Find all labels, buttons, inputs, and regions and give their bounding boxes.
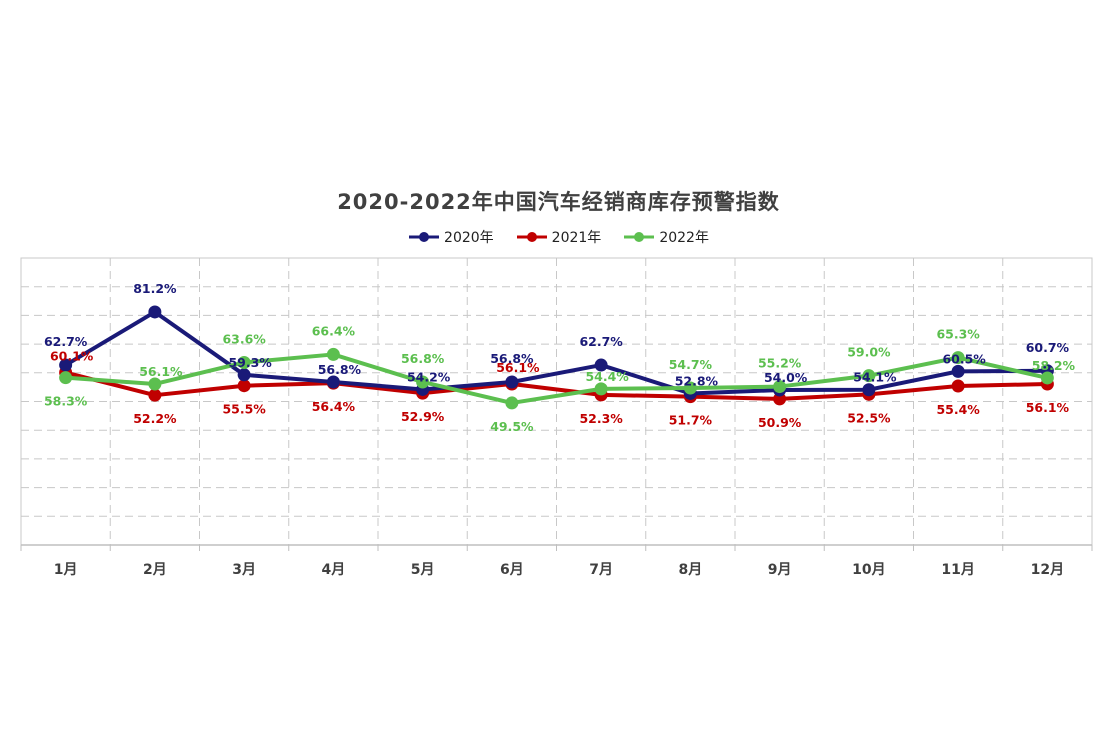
data-label: 50.9%	[758, 415, 802, 430]
data-label: 59.3%	[228, 355, 272, 370]
series-point	[505, 375, 519, 389]
data-label: 66.4%	[312, 323, 356, 338]
x-tick-label: 6月	[500, 562, 524, 578]
series-point	[148, 305, 162, 319]
data-label: 54.4%	[585, 369, 629, 384]
series-point	[951, 364, 965, 378]
x-tick-label: 12月	[1031, 562, 1064, 578]
legend-label-2022: 2022年	[659, 230, 709, 246]
legend-item-2020: 2020年	[408, 227, 494, 247]
data-label: 55.2%	[758, 356, 802, 371]
series-point	[594, 358, 608, 372]
legend-item-2022: 2022年	[623, 227, 709, 247]
series-point	[773, 380, 787, 394]
data-label: 52.2%	[133, 411, 177, 426]
x-tick-label: 11月	[941, 562, 974, 578]
x-tick-label: 3月	[232, 562, 256, 578]
x-tick-label: 7月	[589, 562, 613, 578]
data-label: 56.1%	[139, 364, 183, 379]
series-point	[148, 377, 162, 391]
data-label: 62.7%	[579, 334, 623, 349]
data-label: 60.7%	[1026, 340, 1070, 355]
data-label: 49.5%	[490, 419, 534, 434]
series-point	[951, 351, 965, 365]
series-point	[237, 379, 251, 393]
legend-label-2020: 2020年	[444, 230, 494, 246]
series-line-1	[65, 370, 1048, 401]
data-label: 58.2%	[1032, 358, 1076, 373]
series-point	[59, 358, 73, 372]
data-label: 54.0%	[764, 370, 808, 385]
data-label: 52.3%	[579, 411, 623, 426]
x-tick-label: 1月	[54, 562, 78, 578]
series-point	[594, 382, 608, 396]
data-label: 56.8%	[490, 351, 534, 366]
data-label: 52.9%	[401, 409, 445, 424]
data-label: 51.7%	[669, 413, 713, 428]
series-point	[59, 371, 73, 385]
x-tick-label: 10月	[852, 562, 885, 578]
series-point	[862, 369, 876, 383]
data-label: 81.2%	[133, 281, 177, 296]
series-point	[505, 396, 519, 410]
series-point	[326, 347, 340, 361]
series-line-2	[65, 352, 1048, 405]
x-tick-label: 9月	[768, 562, 792, 578]
data-label: 60.1%	[50, 349, 94, 364]
data-label: 54.1%	[853, 370, 897, 385]
legend-label-2021: 2021年	[551, 230, 602, 246]
data-label: 56.8%	[401, 351, 445, 366]
data-label: 56.1%	[1026, 400, 1070, 415]
series-point	[951, 379, 965, 393]
data-label: 52.8%	[675, 373, 719, 388]
x-tick-label: 4月	[322, 562, 346, 578]
data-label: 56.4%	[312, 399, 356, 414]
series-point	[237, 368, 251, 382]
legend: 2020年 2021年 2022年	[0, 227, 1117, 247]
series-point	[1040, 371, 1054, 385]
data-label: 59.0%	[847, 345, 891, 360]
series-point	[326, 375, 340, 389]
legend-item-2021: 2021年	[516, 227, 602, 247]
data-label: 58.3%	[44, 394, 88, 409]
series-point	[773, 392, 787, 406]
data-label: 56.8%	[318, 362, 362, 377]
series-point	[862, 383, 876, 397]
legend-swatch-2022	[624, 232, 655, 242]
data-label: 54.2%	[407, 369, 451, 384]
series-point	[683, 381, 697, 395]
series-point	[237, 355, 251, 369]
data-label: 56.1%	[496, 360, 540, 375]
data-label: 65.3%	[936, 327, 980, 342]
series-point	[416, 375, 430, 389]
data-label: 55.4%	[936, 402, 980, 417]
data-label: 62.7%	[44, 334, 88, 349]
data-label: 54.7%	[669, 357, 713, 372]
series-point	[148, 388, 162, 402]
chart-title: 2020-2022年中国汽车经销商库存预警指数	[337, 190, 780, 214]
data-label: 52.5%	[847, 410, 891, 425]
data-label: 63.6%	[222, 331, 266, 346]
data-label: 60.5%	[942, 351, 986, 366]
data-label: 55.5%	[222, 402, 266, 417]
legend-swatch-2021	[516, 232, 547, 242]
x-tick-label: 5月	[411, 562, 435, 578]
x-tick-label: 2月	[143, 562, 167, 578]
x-tick-label: 8月	[679, 562, 703, 578]
legend-swatch-2020	[409, 232, 440, 242]
